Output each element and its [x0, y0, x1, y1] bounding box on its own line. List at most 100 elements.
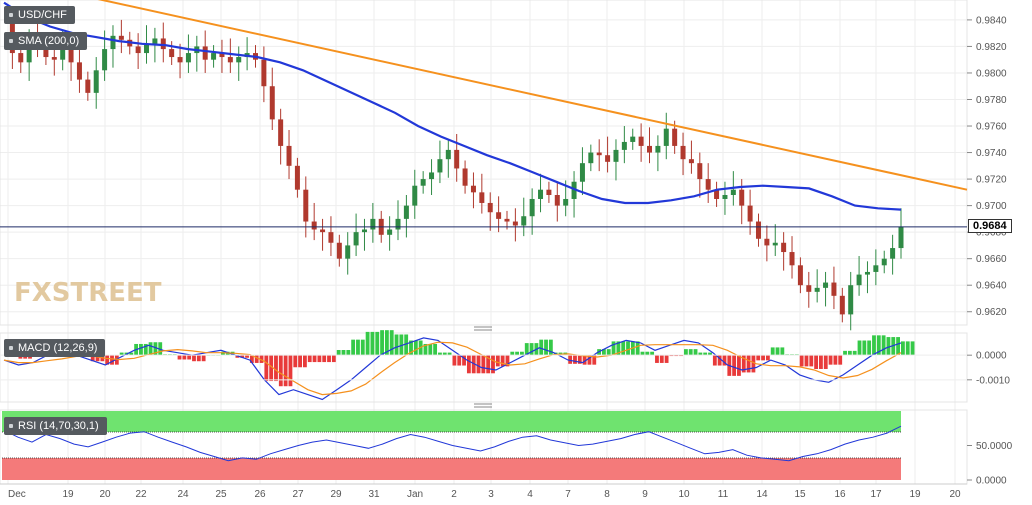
pane-separator-handle[interactable] [474, 326, 492, 331]
candle-body [714, 189, 720, 199]
candle-body [76, 62, 82, 80]
macd-hist-bar [577, 355, 582, 364]
candle-body [135, 46, 141, 54]
candle-body [554, 195, 560, 206]
macd-hist-bar [110, 355, 114, 365]
macd-hist-bar [852, 350, 857, 356]
time-tick-label: 10 [678, 489, 690, 500]
candle-body [764, 238, 770, 246]
macd-hist-bar [471, 355, 476, 374]
macd-hist-bar [288, 355, 293, 387]
macd-hist-bar [799, 355, 804, 367]
macd-hist-bar [307, 355, 312, 363]
macd-hist-bar [602, 349, 606, 356]
macd-hist-bar [447, 352, 452, 356]
time-tick-label: 17 [870, 489, 882, 500]
macd-hist-bar [626, 341, 630, 356]
macd-hist-bar [423, 343, 428, 356]
candle-body [278, 119, 284, 146]
macd-hist-bar [693, 349, 698, 356]
candle-body [814, 287, 820, 292]
candle-body [470, 185, 476, 193]
macd-hist-bar [843, 350, 847, 356]
candle-body [546, 189, 552, 195]
macd-hist-bar [712, 355, 717, 366]
candle-body [261, 59, 267, 87]
macd-hist-bar [548, 339, 553, 356]
macd-hist-bar [606, 349, 611, 356]
candle-body [630, 136, 636, 142]
macd-hist-bar [438, 352, 442, 356]
time-tick-label: 19 [909, 489, 921, 500]
macd-hist-bar [293, 355, 298, 368]
candle-body [353, 232, 359, 246]
macd-axis: 0.0000 -0.0010 [0, 351, 1010, 386]
candle-body [102, 49, 108, 71]
macd-histogram [4, 330, 915, 387]
chart-grid [0, 0, 967, 484]
candle-body [462, 168, 468, 186]
candle-body [579, 163, 585, 182]
macd-hist-bar [351, 339, 356, 356]
candle-body [613, 149, 619, 162]
time-tick-label: 20 [949, 489, 961, 500]
macd-hist-bar [867, 340, 872, 356]
macd-hist-bar [240, 355, 245, 358]
macd-hist-bar [770, 347, 775, 356]
macd-hist-bar [847, 350, 852, 356]
macd-hist-bar [254, 355, 259, 363]
candle-body [705, 179, 711, 190]
time-tick-label: 7 [565, 489, 571, 500]
price-pane [0, 0, 968, 326]
trendline [97, 0, 968, 191]
macd-hist-bar [90, 355, 95, 362]
macd-hist-bar [153, 342, 158, 356]
macd-hist-bar [896, 337, 900, 356]
macd-hist-bar [722, 355, 727, 366]
candle-body [43, 43, 49, 58]
candle-body [85, 79, 91, 93]
candle-body [730, 189, 736, 195]
rsi-tick-label: 0.0000 [976, 476, 1007, 487]
macd-hist-bar [659, 355, 664, 363]
macd-hist-bar [336, 350, 341, 356]
candle-body [169, 49, 175, 58]
rsi-overbought-zone [2, 411, 901, 432]
candle-body [429, 172, 435, 180]
candle-body [538, 189, 544, 199]
time-tick-label: 15 [794, 489, 806, 500]
macd-hist-bar [404, 334, 409, 356]
macd-hist-bar [780, 347, 785, 356]
candle-body [797, 265, 803, 286]
macd-hist-bar [283, 355, 288, 387]
macd-hist-bar [828, 355, 833, 365]
candle-body [412, 185, 418, 206]
candle-body [26, 39, 32, 63]
candle-body [672, 128, 678, 146]
candle-body [144, 43, 150, 54]
macd-hist-bar [708, 352, 712, 356]
macd-hist-bar [833, 355, 838, 365]
candle-body [269, 86, 275, 120]
macd-hist-bar [582, 355, 587, 365]
candle-body [571, 181, 577, 199]
price-axis: 0.9840 0.9820 0.9800 0.9780 0.9760 0.9740 0.97… [967, 15, 1007, 318]
candle-body [437, 159, 443, 173]
candle-body [680, 145, 686, 160]
macd-label: MACD (12,26,9) [4, 339, 106, 357]
pane-separator-handle[interactable] [474, 403, 492, 408]
candle-body [663, 128, 669, 146]
time-tick-label: 2 [451, 489, 457, 500]
macd-hist-bar [635, 341, 640, 356]
candle-body [294, 165, 300, 190]
macd-hist-bar [568, 355, 573, 364]
macd-hist-bar [409, 340, 413, 356]
macd-hist-bar [298, 355, 302, 368]
macd-hist-bar [486, 355, 491, 374]
macd-hist-bar [201, 355, 206, 362]
time-tick-label: 31 [368, 489, 380, 500]
candle-body [177, 57, 183, 63]
time-tick-label: 4 [527, 489, 533, 500]
rsi-tick-label: 50.0000 [976, 441, 1013, 452]
